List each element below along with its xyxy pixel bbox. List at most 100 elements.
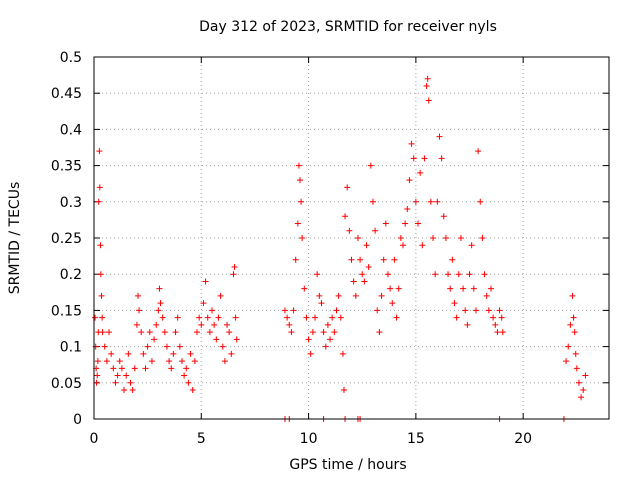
data-point <box>419 242 426 249</box>
data-point <box>470 285 477 292</box>
data-point <box>204 314 211 321</box>
data-point <box>395 285 402 292</box>
data-point <box>573 365 580 372</box>
data-points <box>92 75 589 422</box>
data-point <box>498 314 505 321</box>
data-point <box>567 321 574 328</box>
data-point <box>361 278 368 285</box>
data-point <box>191 358 198 365</box>
data-point <box>485 307 492 314</box>
data-point <box>206 329 213 336</box>
data-point <box>352 292 359 299</box>
data-point <box>123 372 130 379</box>
data-point <box>462 307 469 314</box>
data-point <box>194 329 200 336</box>
data-point <box>213 336 220 343</box>
data-point <box>569 292 576 299</box>
data-point <box>301 285 308 292</box>
data-point <box>466 271 473 278</box>
data-point <box>163 343 170 350</box>
data-point <box>134 292 141 299</box>
data-point <box>423 82 430 89</box>
data-point <box>499 329 506 336</box>
data-point <box>118 365 125 372</box>
data-point <box>106 329 113 336</box>
data-point <box>148 358 155 365</box>
x-tick-label: 0 <box>90 431 99 447</box>
data-point <box>159 314 166 321</box>
data-point <box>211 321 218 328</box>
data-point <box>479 235 486 241</box>
data-point <box>156 285 163 292</box>
data-point <box>393 314 400 321</box>
data-point <box>286 321 293 328</box>
data-point <box>384 271 391 278</box>
data-point <box>309 329 316 336</box>
data-point <box>427 198 434 205</box>
data-point <box>131 365 138 372</box>
y-axis-title: SRMTID / TECUs <box>7 182 23 295</box>
data-point <box>295 162 302 169</box>
data-point <box>114 372 121 379</box>
data-point <box>281 307 288 314</box>
data-point <box>298 198 305 205</box>
data-point <box>305 336 312 343</box>
data-point <box>387 285 394 292</box>
data-point <box>202 278 209 285</box>
data-point <box>337 314 344 321</box>
data-point <box>365 263 372 270</box>
data-point <box>477 198 484 205</box>
data-point <box>314 271 321 278</box>
data-point <box>483 292 490 299</box>
y-tick-label: 0 <box>73 412 82 428</box>
data-point <box>121 387 128 394</box>
data-point <box>187 350 194 357</box>
data-point <box>93 379 100 386</box>
y-tick-label: 0.05 <box>51 376 82 392</box>
x-tick-label: 10 <box>300 431 318 447</box>
data-point <box>125 350 132 357</box>
data-point <box>580 387 587 394</box>
y-tick-label: 0.2 <box>60 267 82 283</box>
data-point <box>233 336 240 343</box>
data-point <box>161 329 168 336</box>
data-point <box>144 343 151 350</box>
data-point <box>292 256 299 263</box>
data-point <box>496 307 503 314</box>
data-point <box>303 314 310 321</box>
data-point <box>101 343 108 350</box>
data-point <box>445 271 452 278</box>
data-point <box>357 256 364 263</box>
data-point <box>116 358 123 365</box>
data-point <box>230 271 237 278</box>
data-point <box>424 75 431 82</box>
data-point <box>464 321 471 328</box>
data-point <box>333 307 340 314</box>
data-point <box>98 292 105 299</box>
data-point <box>185 379 192 386</box>
data-point <box>575 379 582 386</box>
data-point <box>475 148 482 155</box>
data-point <box>440 213 447 220</box>
grid-lines <box>94 57 609 419</box>
data-point <box>133 321 140 328</box>
y-tick-label: 0.45 <box>51 86 82 102</box>
data-point <box>378 292 385 299</box>
data-point <box>380 256 387 263</box>
data-point <box>339 350 346 357</box>
data-point <box>307 350 314 357</box>
data-point <box>146 329 153 336</box>
data-point <box>425 97 432 104</box>
data-point <box>442 235 449 241</box>
data-point <box>320 329 327 336</box>
data-point <box>417 169 424 176</box>
chart-title: Day 312 of 2023, SRMTID for receiver nyl… <box>199 19 497 35</box>
data-point <box>487 285 494 292</box>
x-axis-title: GPS time / hours <box>289 457 406 473</box>
data-point <box>578 394 585 401</box>
data-point <box>451 300 458 307</box>
data-point <box>198 321 205 328</box>
y-tick-label: 0.3 <box>60 195 82 211</box>
data-point <box>449 256 456 263</box>
